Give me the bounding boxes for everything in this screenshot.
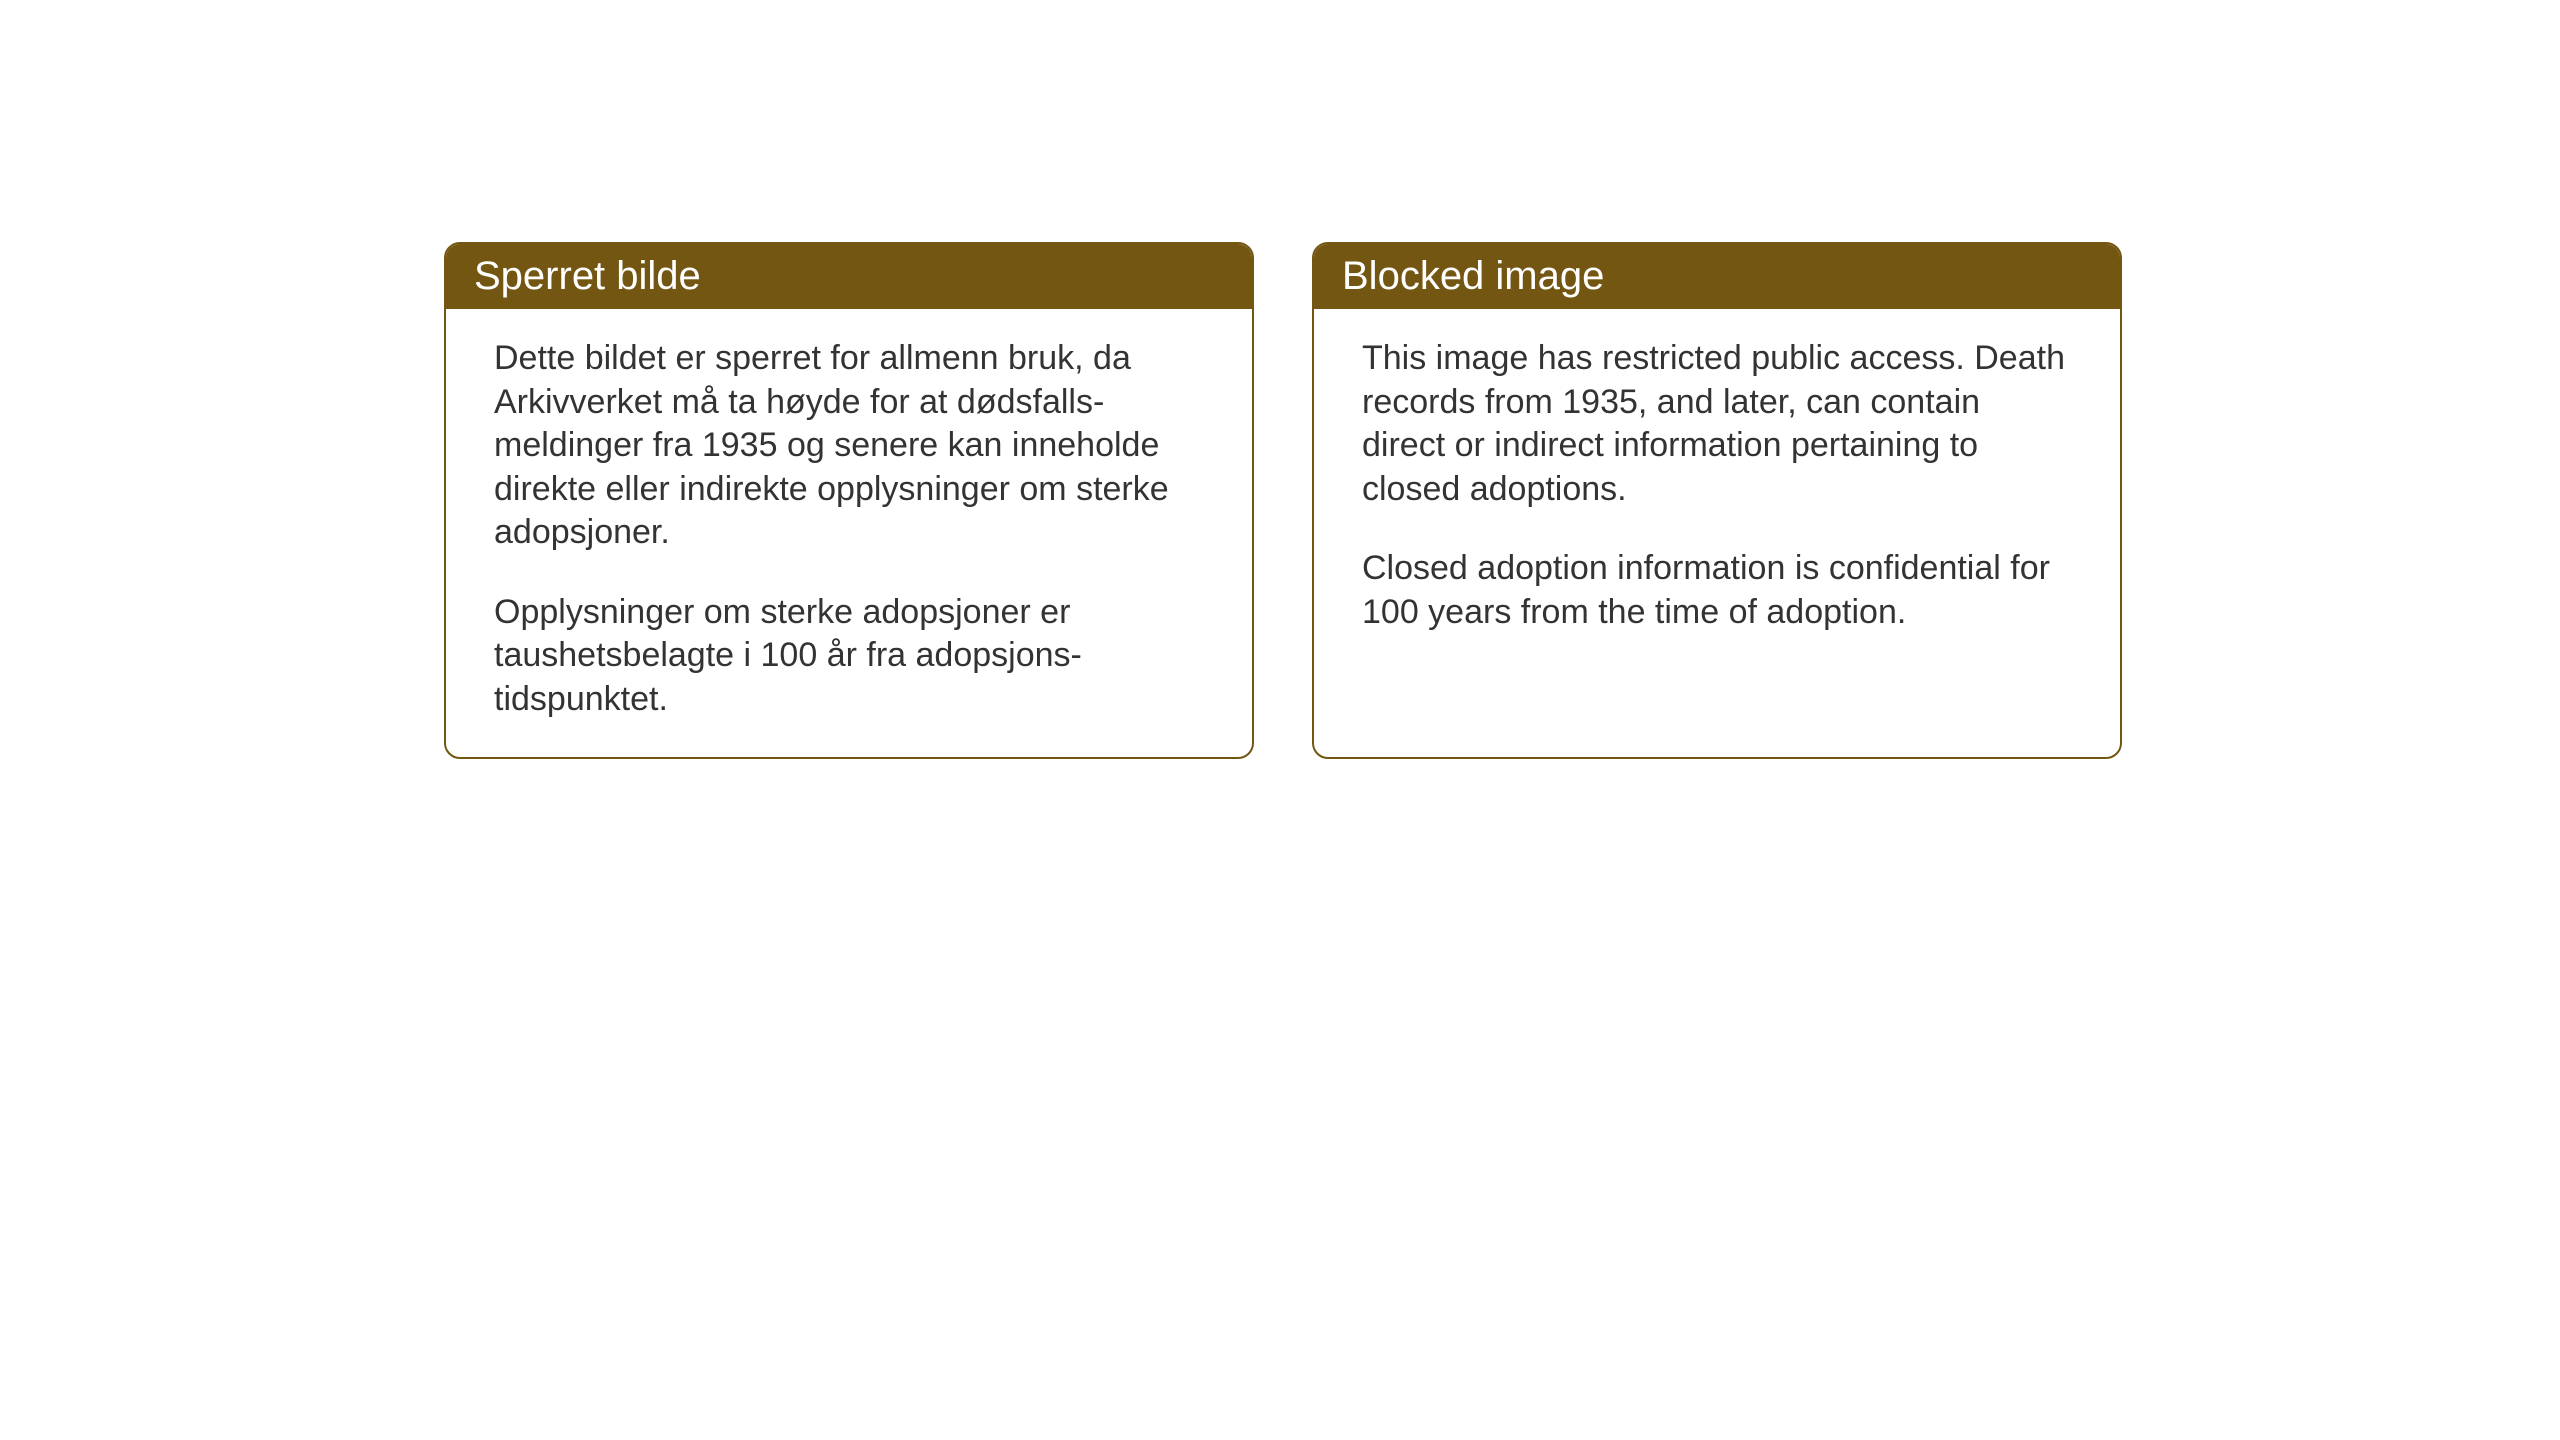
card-paragraph: Opplysninger om sterke adopsjoner er tau… bbox=[494, 591, 1204, 722]
notice-container: Sperret bilde Dette bildet er sperret fo… bbox=[444, 242, 2122, 759]
card-body: This image has restricted public access.… bbox=[1314, 309, 2120, 670]
card-paragraph: Closed adoption information is confident… bbox=[1362, 547, 2072, 634]
card-header: Blocked image bbox=[1314, 244, 2120, 309]
card-header: Sperret bilde bbox=[446, 244, 1252, 309]
card-paragraph: Dette bildet er sperret for allmenn bruk… bbox=[494, 337, 1204, 555]
card-paragraph: This image has restricted public access.… bbox=[1362, 337, 2072, 511]
card-body: Dette bildet er sperret for allmenn bruk… bbox=[446, 309, 1252, 757]
notice-card-norwegian: Sperret bilde Dette bildet er sperret fo… bbox=[444, 242, 1254, 759]
card-title: Blocked image bbox=[1342, 254, 1604, 298]
card-title: Sperret bilde bbox=[474, 254, 701, 298]
notice-card-english: Blocked image This image has restricted … bbox=[1312, 242, 2122, 759]
